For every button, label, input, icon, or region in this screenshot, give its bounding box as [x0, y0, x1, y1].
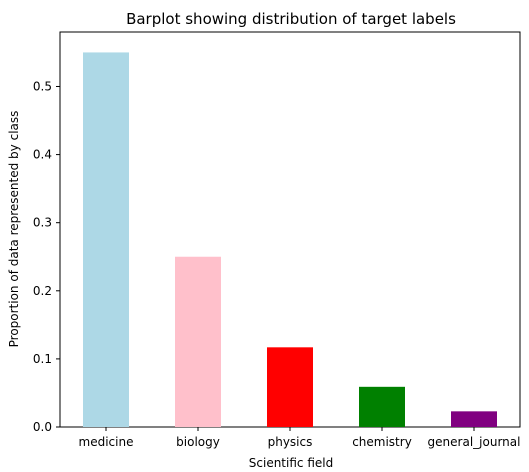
y-tick-label: 0.5 [33, 79, 52, 93]
x-axis-label: Scientific field [249, 456, 333, 470]
x-tick-label: biology [176, 435, 220, 449]
y-tick-label: 0.1 [33, 352, 52, 366]
x-axis: medicine biology physics chemistry general_j… [79, 427, 521, 449]
y-tick-label: 0.2 [33, 284, 52, 298]
plot-area: 0.0 0.1 0.2 0.3 0.4 0.5 medicine biology physic… [33, 31, 521, 449]
bar-general-journal [451, 411, 497, 427]
bar-medicine [83, 52, 129, 428]
x-tick-label: general_journal [428, 435, 521, 449]
x-tick-label: chemistry [352, 435, 412, 449]
y-axis-label: Proportion of data represented by class [7, 111, 21, 348]
y-tick-label: 0.0 [33, 420, 52, 434]
chart-title: Barplot showing distribution of target l… [126, 10, 456, 28]
bar-chemistry [359, 386, 405, 427]
bar-biology [175, 256, 221, 427]
bars-group [83, 52, 497, 428]
y-tick-label: 0.4 [33, 148, 52, 162]
y-axis: 0.0 0.1 0.2 0.3 0.4 0.5 [33, 79, 60, 434]
bar-physics [267, 347, 313, 427]
x-tick-label: medicine [79, 435, 134, 449]
x-tick-label: physics [268, 435, 313, 449]
y-tick-label: 0.3 [33, 216, 52, 230]
